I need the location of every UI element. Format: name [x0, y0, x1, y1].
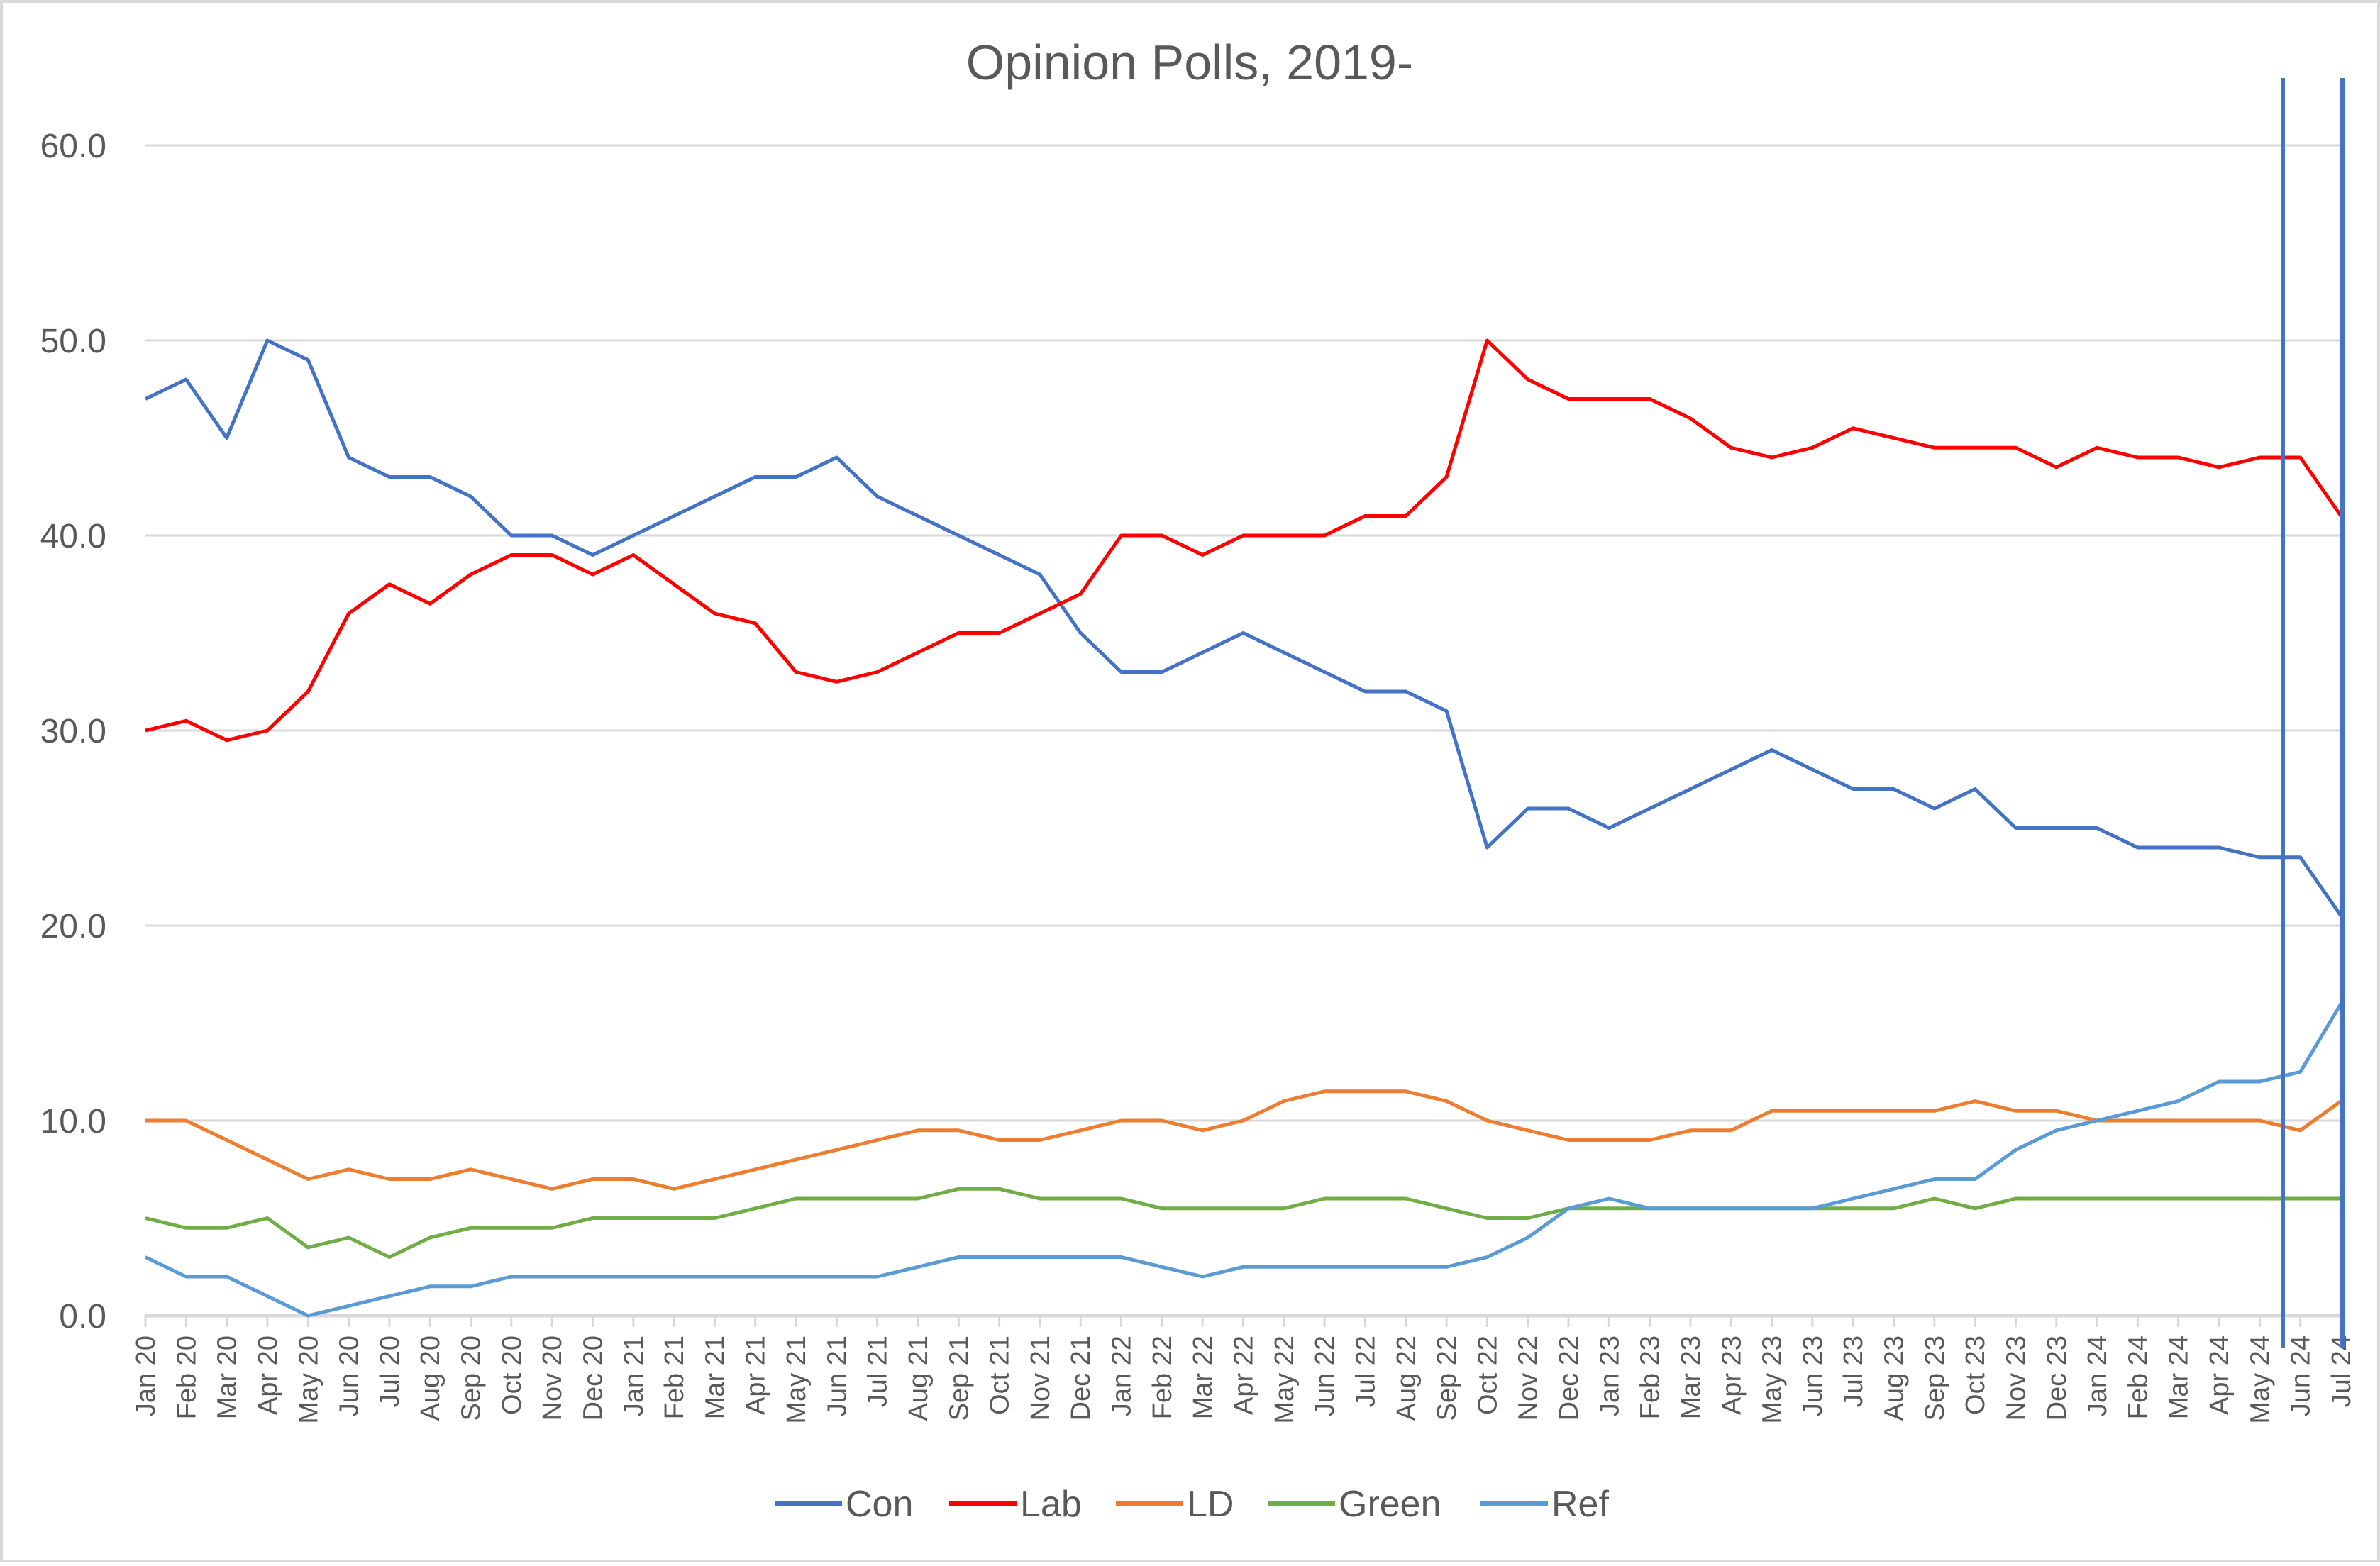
x-tick-label: Mar 21	[700, 1335, 730, 1419]
x-tick-label: Apr 24	[2205, 1335, 2235, 1415]
x-tick-label: Feb 23	[1636, 1335, 1666, 1419]
x-tick-label: Dec 20	[578, 1335, 608, 1421]
x-tick-label: Aug 23	[1880, 1335, 1910, 1421]
x-tick-label: May 21	[782, 1335, 812, 1424]
x-tick-label: Aug 21	[904, 1335, 934, 1421]
series-line-lab	[145, 338, 2343, 743]
y-tick-label: 60.0	[40, 128, 106, 165]
legend: Con Lab LD Green Ref	[775, 1484, 1609, 1525]
y-tick-label: 40.0	[40, 518, 106, 555]
x-tick-label: Oct 20	[497, 1335, 527, 1415]
x-tick-label: Jan 24	[2083, 1335, 2113, 1416]
x-tick-label: Jun 24	[2286, 1335, 2316, 1416]
x-tick-label: Apr 21	[741, 1335, 771, 1415]
x-tick-label: Nov 22	[1514, 1335, 1544, 1421]
x-tick-label: Feb 22	[1148, 1335, 1178, 1419]
x-tick-label: Feb 21	[660, 1335, 690, 1419]
legend-item-ref: Ref	[1480, 1484, 1609, 1525]
x-tick-label: Nov 23	[2001, 1335, 2031, 1421]
y-axis-labels: 0.0 10.0 20.0 30.0 40.0 50.0 60.0	[40, 128, 106, 1335]
series-line-ref	[144, 1002, 2343, 1318]
vertical-markers	[2281, 78, 2345, 1348]
x-tick-label: Feb 24	[2123, 1335, 2153, 1419]
x-tick-label: Jan 23	[1595, 1335, 1625, 1416]
x-tick-label: Jul 20	[375, 1335, 405, 1407]
x-tick-label: Nov 21	[1026, 1335, 1056, 1421]
x-tick-label: Oct 22	[1473, 1335, 1502, 1415]
x-tick-label: Jun 20	[335, 1335, 365, 1416]
x-tick-label: Jan 22	[1107, 1335, 1137, 1416]
chart-title: Opinion Polls, 2019-	[966, 35, 1413, 90]
series-line-con	[144, 338, 2343, 917]
x-tick-label: May 22	[1270, 1335, 1300, 1424]
series-lines	[144, 338, 2343, 1318]
x-tick-label: Jan 21	[619, 1335, 649, 1416]
series-line-green	[145, 1187, 2341, 1259]
x-tick-label: May 24	[2245, 1335, 2275, 1424]
x-tick-label: Mar 24	[2164, 1335, 2194, 1419]
x-axis-labels: Jan 20 Feb 20 Mar 20 Apr 20 May 20 Jun 20 Jul …	[131, 1335, 2357, 1424]
x-tick-label: Jul 21	[863, 1335, 893, 1407]
x-tick-label: May 20	[294, 1335, 323, 1424]
x-tick-label: Jun 22	[1310, 1335, 1340, 1416]
x-tick-label: Feb 20	[172, 1335, 201, 1419]
legend-label: Lab	[1020, 1484, 1082, 1525]
legend-item-lab: Lab	[949, 1484, 1082, 1525]
x-tick-label: Sep 20	[457, 1335, 487, 1421]
x-tick-label: Apr 20	[253, 1335, 283, 1415]
legend-item-ld: LD	[1116, 1484, 1234, 1525]
series-line-ld	[145, 1089, 2342, 1191]
legend-item-con: Con	[775, 1484, 913, 1525]
legend-item-green: Green	[1268, 1484, 1441, 1525]
x-tick-label: Sep 23	[1920, 1335, 1950, 1421]
y-tick-label: 30.0	[40, 713, 106, 750]
y-tick-label: 20.0	[40, 908, 106, 945]
x-tick-label: Nov 20	[538, 1335, 568, 1421]
x-tick-label: Jul 22	[1351, 1335, 1380, 1407]
x-tick-label: Oct 23	[1961, 1335, 1991, 1415]
x-tick-label: Mar 23	[1676, 1335, 1706, 1419]
x-tick-label: Sep 21	[944, 1335, 974, 1421]
x-tick-label: Dec 23	[2042, 1335, 2072, 1421]
x-tick-label: Jul 23	[1839, 1335, 1869, 1407]
x-tick-label: Apr 22	[1229, 1335, 1259, 1415]
y-tick-label: 50.0	[40, 323, 106, 360]
x-tick-label: Jun 21	[822, 1335, 852, 1416]
x-tick-label: Dec 21	[1066, 1335, 1096, 1421]
x-tick-label: Apr 23	[1717, 1335, 1747, 1415]
y-tick-label: 0.0	[59, 1298, 106, 1335]
x-tick-label: Jun 23	[1798, 1335, 1828, 1416]
x-tick-label: May 23	[1758, 1335, 1788, 1424]
legend-label: Green	[1339, 1484, 1441, 1525]
x-tick-label: Mar 22	[1188, 1335, 1218, 1419]
x-tick-label: Aug 22	[1392, 1335, 1422, 1421]
x-tick-label: Sep 22	[1432, 1335, 1462, 1421]
legend-label: Con	[846, 1484, 913, 1525]
x-tick-label: Aug 20	[416, 1335, 445, 1421]
legend-label: LD	[1187, 1484, 1234, 1525]
legend-label: Ref	[1551, 1484, 1609, 1525]
x-tick-label: Mar 20	[213, 1335, 243, 1419]
x-tick-label: Oct 21	[985, 1335, 1015, 1415]
x-tick-label: Jan 20	[131, 1335, 161, 1416]
y-tick-label: 10.0	[40, 1103, 106, 1140]
x-tick-label: Dec 22	[1554, 1335, 1584, 1421]
